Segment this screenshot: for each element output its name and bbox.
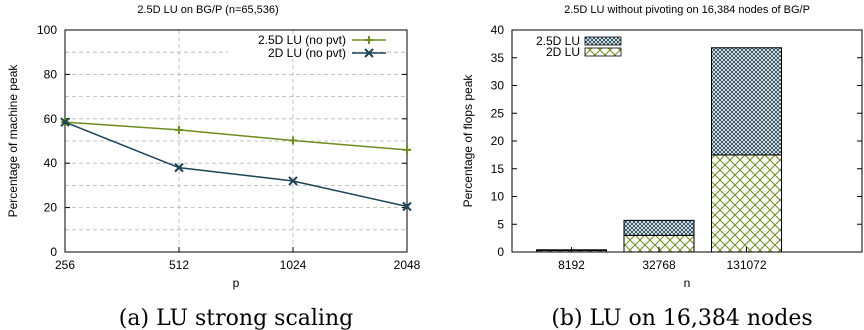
- series-line: [64, 121, 408, 151]
- y-tick-label: 20: [491, 134, 505, 148]
- line-chart: 2.5D LU on BG/P (n=65,536) 020406080100 …: [6, 4, 421, 330]
- figure-caption: (a) LU strong scaling: [119, 306, 353, 330]
- bar-segment: [623, 219, 695, 236]
- figure-caption: (b) LU on 16,384 nodes: [551, 306, 812, 330]
- legend-label-bg: [228, 34, 348, 46]
- legend-label: 2.5D LU: [536, 34, 580, 48]
- y-tick-label: 15: [491, 162, 505, 176]
- y-tick-label: 35: [491, 51, 505, 65]
- y-tick-label: 20: [44, 201, 58, 215]
- data-point: [289, 136, 297, 145]
- bar-segment: [711, 154, 782, 253]
- x-axis-label: n: [684, 276, 691, 290]
- y-axis-label: Percentage of machine peak: [6, 64, 20, 218]
- y-tick-label: 0: [50, 245, 57, 259]
- grid: [65, 30, 407, 252]
- legend-label: 2D LU (no pvt): [268, 46, 346, 60]
- bars-layer: [536, 47, 782, 253]
- x-axis-label: p: [233, 276, 240, 290]
- x-tick-label: 2048: [394, 258, 421, 272]
- y-axis-label: Percentage of flops peak: [461, 74, 475, 208]
- plot-frame: [64, 29, 408, 253]
- bar-segment: [711, 47, 782, 156]
- data-point: [288, 176, 298, 186]
- x-tick-label: 131072: [726, 258, 766, 272]
- data-point: [60, 117, 70, 127]
- legend-marker: [364, 48, 374, 58]
- data-point: [174, 162, 184, 173]
- x-tick-label: 1024: [280, 258, 307, 272]
- legend-swatch: [584, 47, 622, 57]
- chart-title: 2.5D LU on BG/P (n=65,536): [137, 4, 278, 16]
- y-tick-label: 0: [497, 245, 504, 259]
- y-tick-label: 25: [491, 106, 505, 120]
- legend-label: 2.5D LU (no pvt): [258, 33, 346, 47]
- x-tick-label: 8192: [558, 258, 585, 272]
- y-axis-ticks: 0 5 10 15 20 25 30 35 40: [491, 23, 862, 259]
- x-tick-label: 256: [55, 258, 75, 272]
- data-point: [175, 125, 183, 134]
- y-tick-label: 80: [44, 67, 58, 81]
- stacked-bar-chart: 2.5D LU without pivoting on 16,384 nodes…: [461, 4, 863, 330]
- series-line: [64, 121, 408, 208]
- legend-label-bg: [228, 47, 348, 59]
- legend-marker: [365, 36, 373, 44]
- plot-frame: [511, 29, 863, 253]
- y-tick-label: 40: [491, 23, 505, 37]
- x-tick-label: 512: [169, 258, 189, 272]
- y-tick-label: 10: [491, 190, 505, 204]
- x-axis-ticks: 8192 32768 131072: [558, 247, 767, 272]
- data-point: [402, 201, 412, 212]
- y-tick-label: 40: [44, 156, 58, 170]
- y-tick-label: 60: [44, 112, 58, 126]
- legend-swatch: [584, 36, 622, 46]
- y-tick-label: 100: [37, 23, 57, 37]
- data-point: [403, 145, 411, 154]
- x-axis-ticks: 256 512 1024 2048: [55, 247, 421, 272]
- chart-title: 2.5D LU without pivoting on 16,384 nodes…: [564, 4, 810, 16]
- y-tick-label: 5: [497, 217, 504, 231]
- x-tick-label: 32768: [642, 258, 676, 272]
- legend-label: 2D LU: [546, 45, 580, 59]
- y-tick-label: 30: [491, 79, 505, 93]
- series-layer: [60, 117, 412, 212]
- legend: 2.5D LU (no pvt)2D LU (no pvt): [228, 33, 386, 60]
